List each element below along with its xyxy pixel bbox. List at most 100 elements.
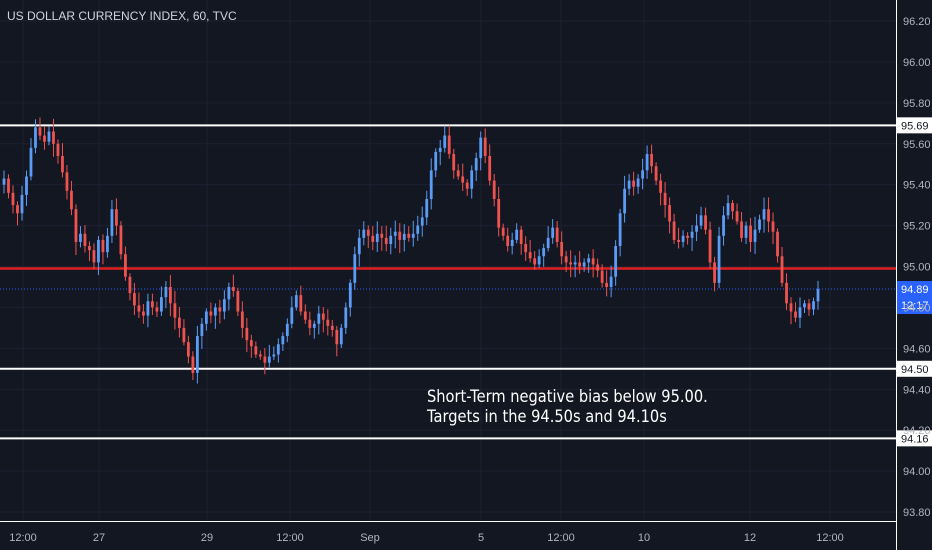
- candle-body: [272, 354, 276, 357]
- y-tick-label: 96.00: [903, 57, 931, 69]
- candle-body: [168, 286, 172, 304]
- x-tick-label: 12:00: [547, 532, 575, 544]
- y-tick-label: 95.00: [903, 262, 931, 274]
- candle-body: [420, 217, 424, 226]
- candle-body: [393, 231, 397, 236]
- candle-body: [142, 311, 145, 316]
- candle-body: [533, 258, 537, 265]
- candle-body: [339, 327, 343, 345]
- candle-body: [366, 229, 370, 236]
- candle-body: [52, 131, 55, 144]
- candle-body: [470, 170, 474, 189]
- candle-body: [240, 311, 244, 328]
- candle-body: [124, 254, 127, 277]
- candle-body: [155, 307, 159, 312]
- candle-body: [803, 303, 806, 308]
- candle-body: [510, 239, 514, 247]
- candle-body: [7, 178, 10, 193]
- candle-body: [106, 235, 109, 253]
- candle-body: [209, 311, 213, 316]
- candle-body: [798, 307, 802, 318]
- candle-body: [61, 156, 64, 173]
- candle-body: [551, 227, 555, 238]
- candle-body: [731, 203, 734, 212]
- candle-body: [227, 286, 231, 300]
- candle-body: [587, 258, 591, 263]
- x-tick-label: 12:00: [276, 532, 304, 544]
- candle-body: [609, 276, 613, 287]
- candle-body: [686, 235, 689, 238]
- candles: [2, 117, 820, 384]
- candle-body: [735, 211, 739, 222]
- chart-title: US DOLLAR CURRENCY INDEX, 60, TVC: [7, 9, 237, 23]
- candle-body: [375, 233, 379, 242]
- candle-body: [164, 286, 168, 298]
- candle-body: [321, 313, 325, 320]
- level-badge: [896, 430, 932, 447]
- candle-body: [357, 237, 361, 255]
- y-tick-label: 94.60: [903, 343, 931, 355]
- candle-body: [501, 227, 505, 236]
- candle-body: [717, 235, 721, 283]
- candle-body: [789, 303, 793, 312]
- candle-body: [564, 256, 568, 263]
- x-tick-label: 27: [93, 532, 105, 544]
- candle-body: [133, 293, 136, 306]
- candle-body: [542, 248, 546, 257]
- candle-body: [461, 176, 465, 183]
- candle-body: [182, 327, 186, 343]
- candle-body: [749, 225, 752, 242]
- candle-body: [443, 135, 447, 148]
- x-tick-label: 10: [638, 532, 650, 544]
- candle-body: [560, 241, 564, 257]
- candle-body: [812, 301, 815, 310]
- candle-body: [236, 291, 240, 312]
- candle-body: [645, 153, 649, 171]
- candle-body: [16, 205, 19, 214]
- y-tick-label: 94.00: [903, 466, 931, 478]
- candle-body: [362, 229, 366, 238]
- candle-body: [452, 153, 456, 171]
- candle-body: [191, 356, 195, 373]
- candle-body: [726, 203, 730, 216]
- candle-body: [151, 301, 154, 308]
- candle-body: [722, 215, 725, 236]
- candle-body: [177, 317, 181, 328]
- candle-body: [605, 282, 609, 287]
- candle-body: [636, 178, 640, 187]
- candle-body: [758, 219, 761, 230]
- candle-body: [20, 194, 24, 214]
- candle-body: [146, 301, 150, 316]
- candle-body: [456, 170, 460, 177]
- candle-body: [308, 319, 312, 328]
- candle-body: [245, 327, 249, 341]
- y-tick-label: 95.20: [903, 221, 931, 233]
- candle-body: [573, 262, 577, 265]
- candle-body: [438, 147, 442, 152]
- candle-body: [173, 303, 177, 318]
- candle-body: [398, 231, 402, 240]
- candle-body: [204, 311, 208, 324]
- candle-body: [618, 213, 622, 247]
- candle-body: [2, 178, 6, 185]
- x-tick-label: 12:00: [9, 532, 37, 544]
- candle-body: [218, 307, 222, 312]
- last-price-badge: [896, 281, 932, 315]
- candle-body: [137, 305, 141, 312]
- candle-body: [330, 325, 334, 330]
- x-tick-label: 12:00: [816, 532, 844, 544]
- candle-body: [411, 233, 415, 238]
- candle-body: [434, 151, 438, 171]
- y-tick-label: 95.80: [903, 98, 931, 110]
- candle-body: [83, 233, 87, 247]
- candle-body: [492, 180, 496, 199]
- last-price-label: 94.89: [901, 284, 929, 296]
- candle-body: [92, 250, 96, 263]
- candle-body: [555, 227, 559, 242]
- candle-body: [519, 229, 523, 244]
- candle-body: [344, 307, 348, 328]
- candle-body: [524, 243, 528, 253]
- candle-body: [785, 282, 788, 304]
- candle-body: [762, 209, 766, 220]
